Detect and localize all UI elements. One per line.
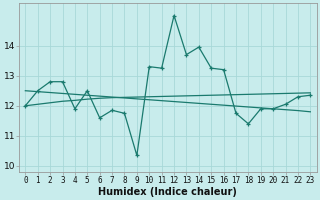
X-axis label: Humidex (Indice chaleur): Humidex (Indice chaleur) xyxy=(98,187,237,197)
